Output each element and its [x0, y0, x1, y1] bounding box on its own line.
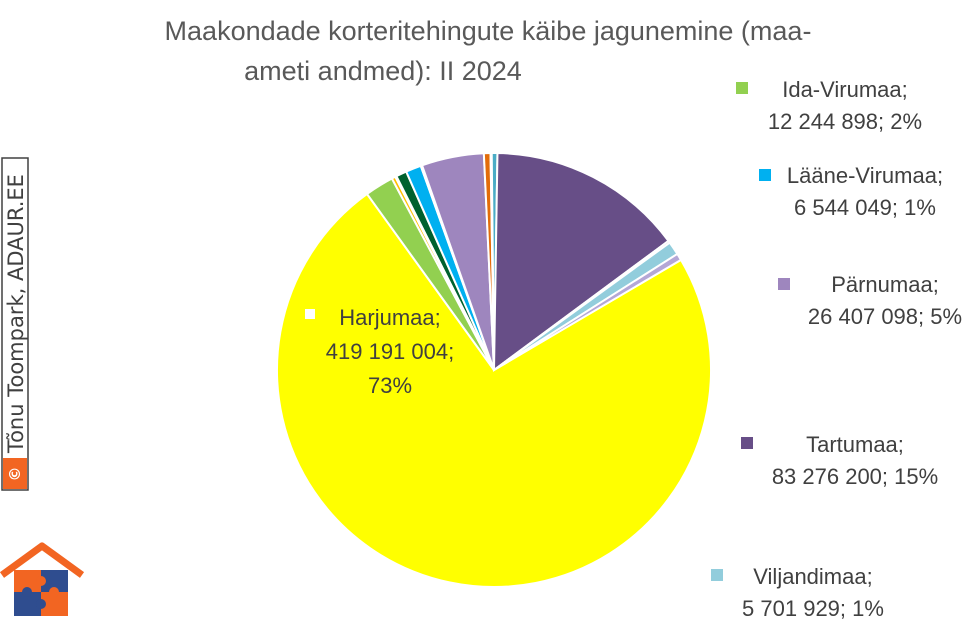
data-labels: Harjumaa; 419 191 004; 73% Ida-Virumaa; 12 2…	[303, 77, 962, 621]
pie-slice-harjumaa	[276, 192, 712, 588]
legend-marker	[711, 569, 723, 581]
legend-marker	[778, 278, 790, 290]
chart-title-line-1: Maakondade korteritehingute käibe jagune…	[165, 16, 812, 46]
puzzle-knob-icon	[22, 587, 32, 597]
data-label-line: Ida-Virumaa;	[782, 77, 908, 102]
legend-marker	[736, 82, 748, 94]
copyright-symbol: ©	[6, 467, 24, 482]
data-label-line: 26 407 098; 5%	[808, 304, 962, 329]
watermark: © Tõnu Toompark, ADAUR.EE	[1, 157, 29, 491]
puzzle-knob-icon	[49, 587, 59, 597]
data-label-harjumaa: Harjumaa; 419 191 004; 73%	[303, 305, 454, 398]
data-label-line: Viljandimaa;	[753, 564, 872, 589]
data-label-tartumaa: Tartumaa; 83 276 200; 15%	[741, 432, 938, 489]
puzzle-piece-icon	[41, 570, 68, 592]
legend-marker	[759, 169, 771, 181]
puzzle-knob-icon	[36, 599, 46, 609]
data-label-line: Lääne-Virumaa;	[787, 163, 943, 188]
puzzle-knob-icon	[36, 576, 46, 586]
data-label-line: Harjumaa;	[339, 305, 440, 330]
data-label-line: 73%	[368, 373, 412, 398]
data-label-line: 83 276 200; 15%	[772, 464, 938, 489]
data-label-viljandimaa: Viljandimaa; 5 701 929; 1%	[711, 564, 884, 621]
puzzle-house-logo	[0, 542, 85, 616]
copyright-badge	[3, 458, 27, 489]
legend-marker	[741, 437, 753, 449]
data-label-line: 5 701 929; 1%	[742, 596, 884, 621]
pie	[276, 151, 712, 588]
house-roof-icon	[0, 542, 85, 578]
watermark-box	[1, 157, 29, 491]
data-label-pärnumaa: Pärnumaa; 26 407 098; 5%	[778, 272, 962, 329]
watermark-text: Tõnu Toompark, ADAUR.EE	[4, 174, 28, 454]
chart-title-line-2: ameti andmed): II 2024	[244, 56, 522, 86]
data-label-ida-virumaa: Ida-Virumaa; 12 244 898; 2%	[736, 77, 922, 134]
pie-slice-tartumaa	[492, 152, 670, 373]
data-label-line: Tartumaa;	[806, 432, 904, 457]
data-label-lääne-virumaa: Lääne-Virumaa; 6 544 049; 1%	[759, 163, 943, 220]
legend-marker	[303, 307, 317, 321]
data-label-line: 419 191 004;	[326, 339, 454, 364]
data-label-line: 12 244 898; 2%	[768, 109, 922, 134]
puzzle-piece-icon	[14, 570, 41, 592]
pie-slice-minor	[493, 252, 683, 371]
data-label-line: Pärnumaa;	[831, 272, 939, 297]
data-label-line: 6 544 049; 1%	[794, 195, 936, 220]
